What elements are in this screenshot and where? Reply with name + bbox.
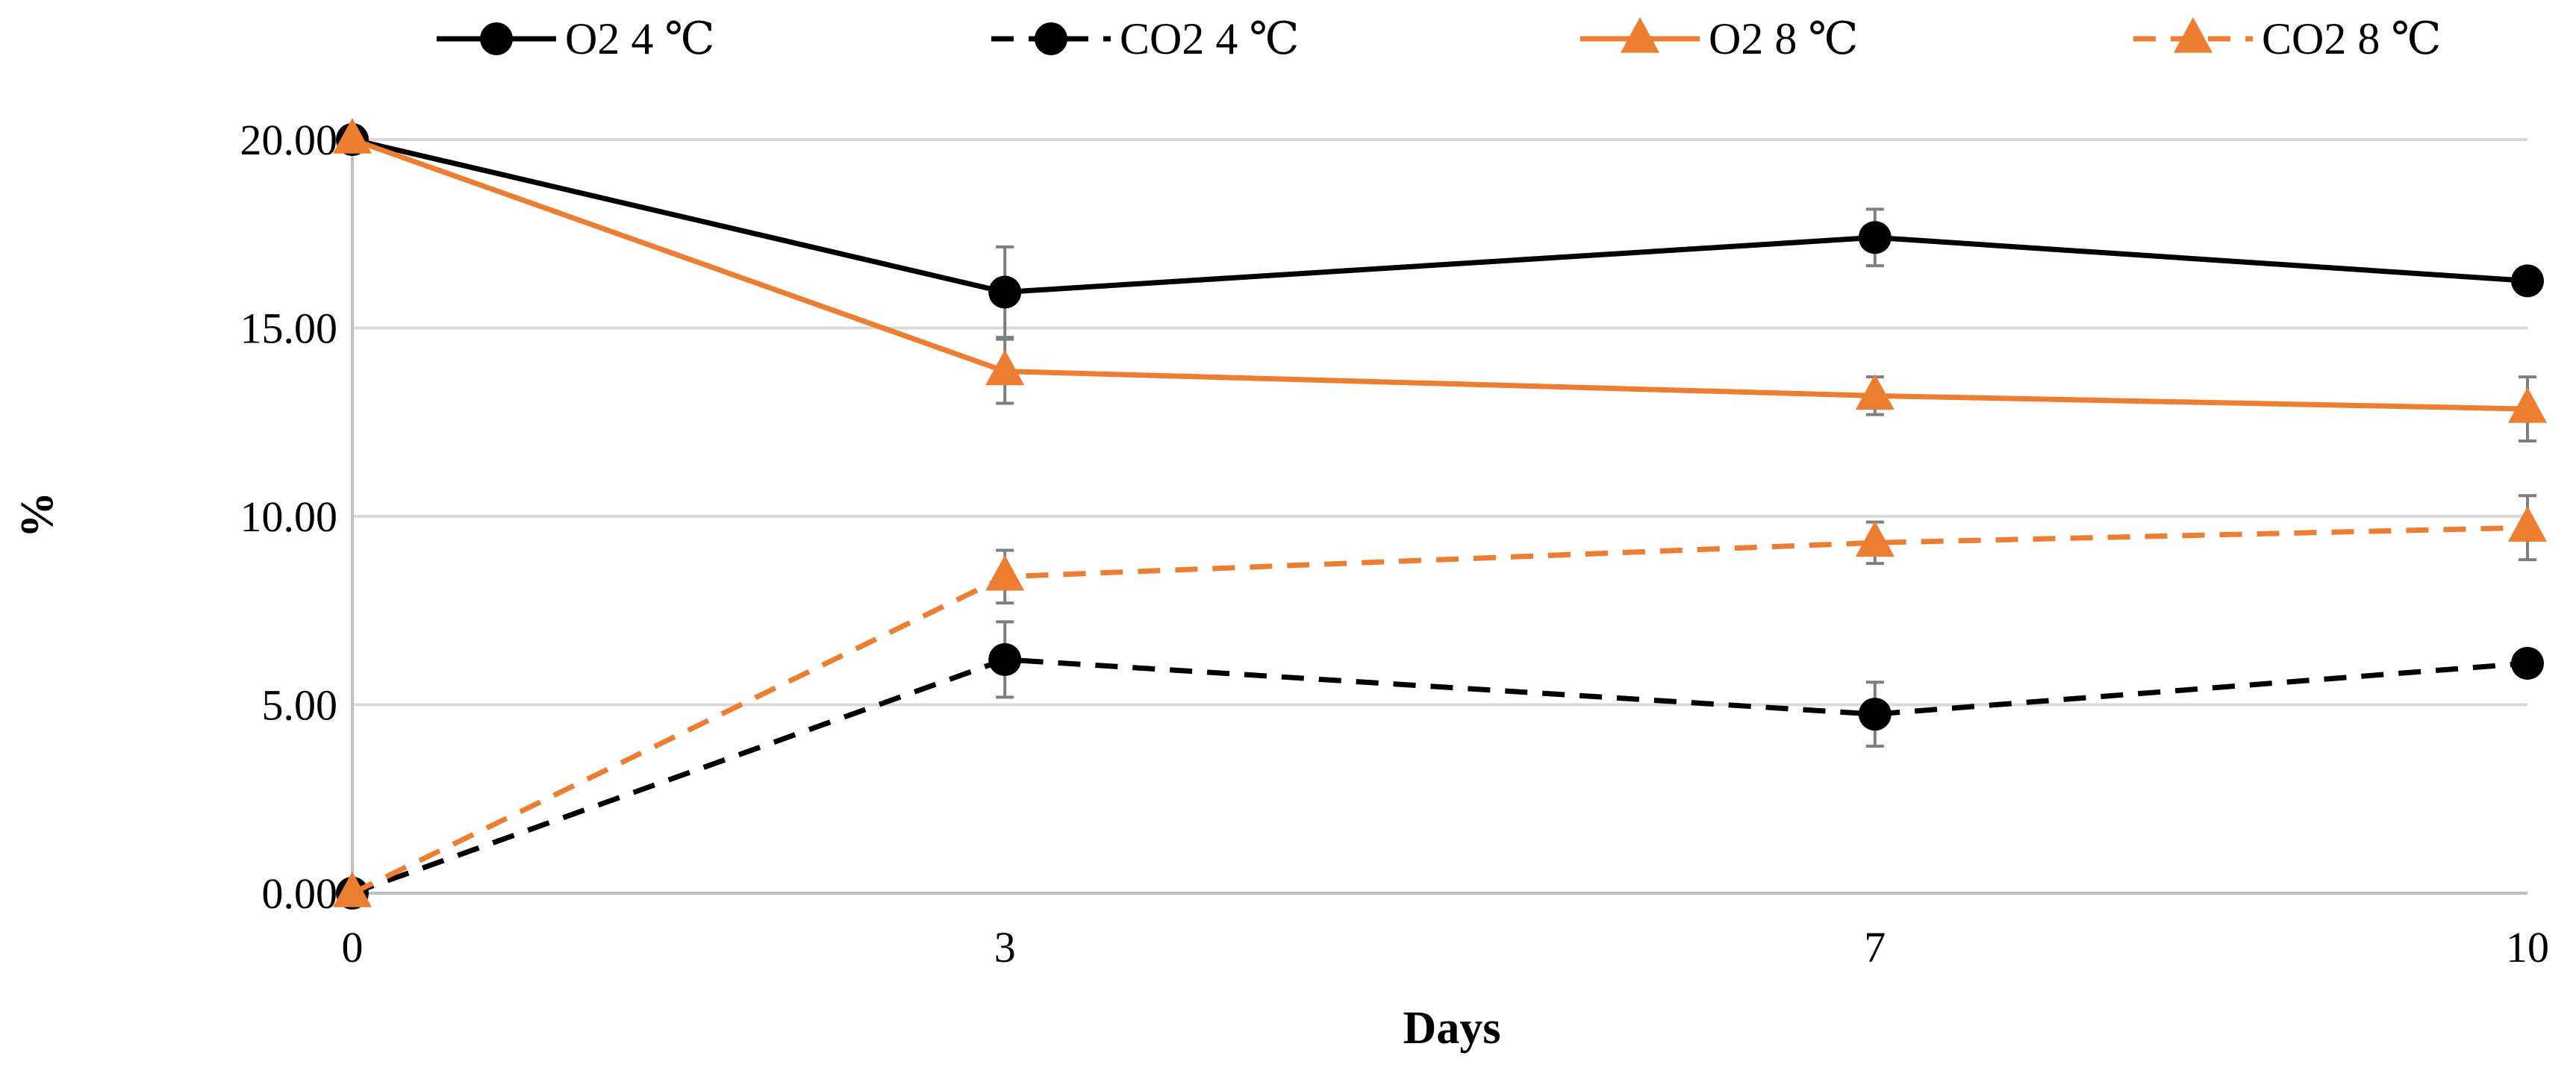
legend-item: CO2 4 ℃ [991, 14, 1299, 63]
data-point [333, 871, 372, 907]
y-axis-title: % [12, 492, 63, 538]
data-point [985, 349, 1025, 386]
gridlines [352, 138, 2527, 707]
x-tick-label: 10 [2506, 923, 2549, 972]
y-tick-label: 10.00 [240, 492, 338, 541]
legend-marker [2174, 16, 2212, 53]
x-tick-label: 0 [342, 923, 364, 972]
y-tick-label: 20.00 [240, 116, 338, 164]
data-series [333, 117, 2547, 910]
series-line [351, 137, 2528, 412]
data-point [2508, 387, 2547, 423]
y-tick-label: 5.00 [262, 681, 338, 730]
data-point [2511, 264, 2544, 298]
y-tick-label: 15.00 [240, 304, 338, 353]
legend-marker [480, 22, 513, 55]
legend-item: O2 4 ℃ [437, 14, 714, 63]
series-3 [333, 494, 2547, 907]
legend: O2 4 ℃ CO2 4 ℃ O2 8 ℃ CO2 8 ℃ [437, 14, 2441, 63]
x-tick-label: 3 [994, 923, 1016, 972]
data-point [1855, 521, 1894, 557]
series-line [351, 525, 2528, 896]
x-tick-labels: 0 3 7 10 [342, 923, 2550, 972]
legend-item: CO2 8 ℃ [2133, 14, 2441, 63]
legend-item: O2 8 ℃ [1580, 14, 1858, 63]
legend-marker [1035, 22, 1067, 55]
series-line [351, 657, 2528, 896]
legend-label: CO2 8 ℃ [2262, 14, 2441, 63]
data-point [985, 554, 1025, 591]
data-point [333, 117, 372, 154]
data-point [1858, 221, 1892, 254]
data-point [988, 642, 1022, 676]
legend-marker [1621, 16, 1659, 53]
y-tick-labels: 0.00 5.00 10.00 15.00 20.00 [240, 116, 338, 918]
axes [351, 140, 2527, 895]
legend-label: CO2 4 ℃ [1120, 14, 1299, 63]
series-line [352, 137, 2528, 295]
series-1 [336, 620, 2544, 910]
data-point [988, 275, 1022, 309]
series-2 [333, 117, 2547, 442]
data-point [2511, 646, 2544, 680]
data-point [1855, 374, 1894, 410]
data-point [2508, 506, 2547, 542]
x-tick-label: 7 [1864, 923, 1886, 972]
legend-label: O2 8 ℃ [1709, 14, 1858, 63]
data-point [1858, 698, 1892, 731]
x-axis-title: Days [1403, 1003, 1501, 1054]
legend-label: O2 4 ℃ [565, 14, 714, 63]
series-0 [336, 123, 2544, 340]
y-tick-label: 0.00 [262, 869, 338, 918]
